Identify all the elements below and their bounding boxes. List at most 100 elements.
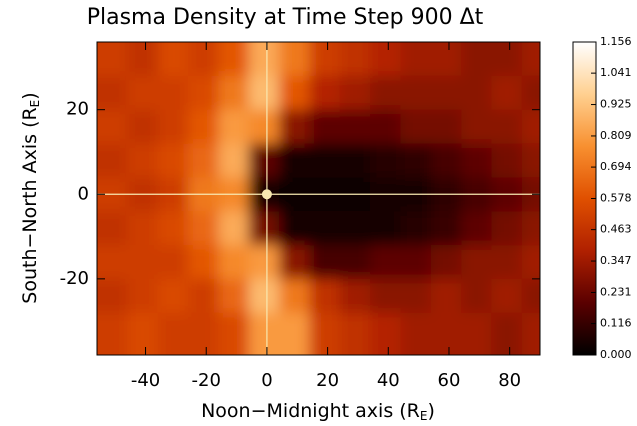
density-cell	[370, 211, 401, 246]
density-cell	[491, 245, 523, 280]
density-cell	[188, 42, 219, 77]
density-cell	[430, 245, 462, 280]
x-tick-label: -40	[131, 370, 160, 391]
density-cell	[400, 109, 432, 145]
density-cell	[461, 42, 492, 77]
density-cell	[157, 211, 189, 246]
y-axis-label: South−North Axis (RE)	[19, 92, 42, 303]
density-cell	[188, 75, 219, 111]
density-cell	[248, 245, 280, 280]
density-cell	[279, 75, 310, 111]
density-cell	[97, 312, 128, 355]
density-cell	[279, 245, 310, 280]
density-cell	[157, 42, 189, 77]
density-cell	[430, 143, 462, 178]
density-cell	[188, 278, 219, 314]
density-cell	[461, 109, 492, 145]
x-label-sub: E	[420, 409, 428, 423]
density-cell	[248, 211, 280, 246]
y-label-tail: )	[19, 92, 41, 99]
density-cell	[309, 75, 341, 111]
density-cell	[461, 312, 492, 355]
density-cell	[400, 278, 432, 314]
x-tick-label: 60	[438, 370, 461, 391]
overlay: -40 -20 0 20 40 60 80 -20 0 20 0.000 0.116 0.231 0.34…	[60, 35, 632, 391]
density-cell	[491, 278, 523, 314]
density-cell	[279, 42, 310, 77]
density-cell	[400, 143, 432, 178]
colorbar-tick-label: 0.231	[600, 285, 632, 298]
x-tick-label: 40	[377, 370, 400, 391]
density-cell	[521, 42, 540, 77]
density-cell	[370, 42, 401, 77]
density-cell	[400, 211, 432, 246]
density-cell	[339, 143, 371, 178]
y-tick-label: 0	[78, 183, 89, 204]
density-cell	[279, 312, 310, 355]
colorbar-tick-label: 0.925	[600, 98, 632, 111]
density-cell	[339, 211, 371, 246]
density-cell	[188, 143, 219, 178]
x-axis-label: Noon−Midnight axis (RE)	[201, 400, 435, 423]
density-cell	[339, 42, 371, 77]
x-label-text: Noon−Midnight axis (R	[201, 400, 420, 422]
density-cell	[491, 109, 523, 145]
density-cell	[127, 143, 159, 178]
colorbar-tick-label: 0.000	[600, 348, 632, 361]
density-cell	[491, 211, 523, 246]
density-cell	[127, 312, 159, 355]
density-cell	[248, 143, 280, 178]
density-cell	[279, 143, 310, 178]
density-cell	[370, 109, 401, 145]
x-tick-label: 20	[316, 370, 339, 391]
density-cell	[461, 75, 492, 111]
colorbar-tick-label: 0.347	[600, 254, 632, 267]
density-cell	[97, 42, 128, 77]
density-cell	[521, 75, 540, 111]
density-cell	[97, 278, 128, 314]
density-cell	[521, 312, 540, 355]
density-cell	[309, 312, 341, 355]
density-cell	[248, 109, 280, 145]
density-cell	[218, 42, 250, 77]
density-cell	[339, 245, 371, 280]
density-cell	[491, 312, 523, 355]
density-cell	[521, 109, 540, 145]
colorbar-tick-label: 1.156	[600, 35, 632, 48]
colorbar-tick-label: 0.694	[600, 160, 632, 173]
density-cell	[188, 312, 219, 355]
density-cell	[218, 278, 250, 314]
density-cell	[461, 245, 492, 280]
density-cell	[157, 278, 189, 314]
density-cell	[430, 42, 462, 77]
density-cell	[127, 109, 159, 145]
density-cell	[339, 75, 371, 111]
density-cell	[218, 312, 250, 355]
density-cell	[370, 245, 401, 280]
density-cell	[430, 75, 462, 111]
density-cell	[400, 42, 432, 77]
density-cell	[157, 143, 189, 178]
density-cell	[127, 278, 159, 314]
heatmap-cells	[97, 42, 540, 355]
density-cell	[279, 278, 310, 314]
y-tick-label: 20	[66, 99, 89, 120]
density-cell	[370, 75, 401, 111]
density-cell	[248, 278, 280, 314]
density-cell	[248, 75, 280, 111]
density-cell	[218, 245, 250, 280]
density-cell	[218, 109, 250, 145]
density-cell	[157, 245, 189, 280]
density-cell	[248, 42, 280, 77]
density-cell	[248, 312, 280, 355]
x-tick-label: -20	[192, 370, 221, 391]
colorbar-tick-label: 0.809	[600, 129, 632, 142]
density-cell	[309, 245, 341, 280]
density-cell	[491, 42, 523, 77]
density-cell	[157, 312, 189, 355]
density-cell	[400, 75, 432, 111]
density-cell	[97, 143, 128, 178]
density-cell	[430, 109, 462, 145]
colorbar-tick-label: 1.041	[600, 66, 632, 79]
density-cell	[127, 75, 159, 111]
